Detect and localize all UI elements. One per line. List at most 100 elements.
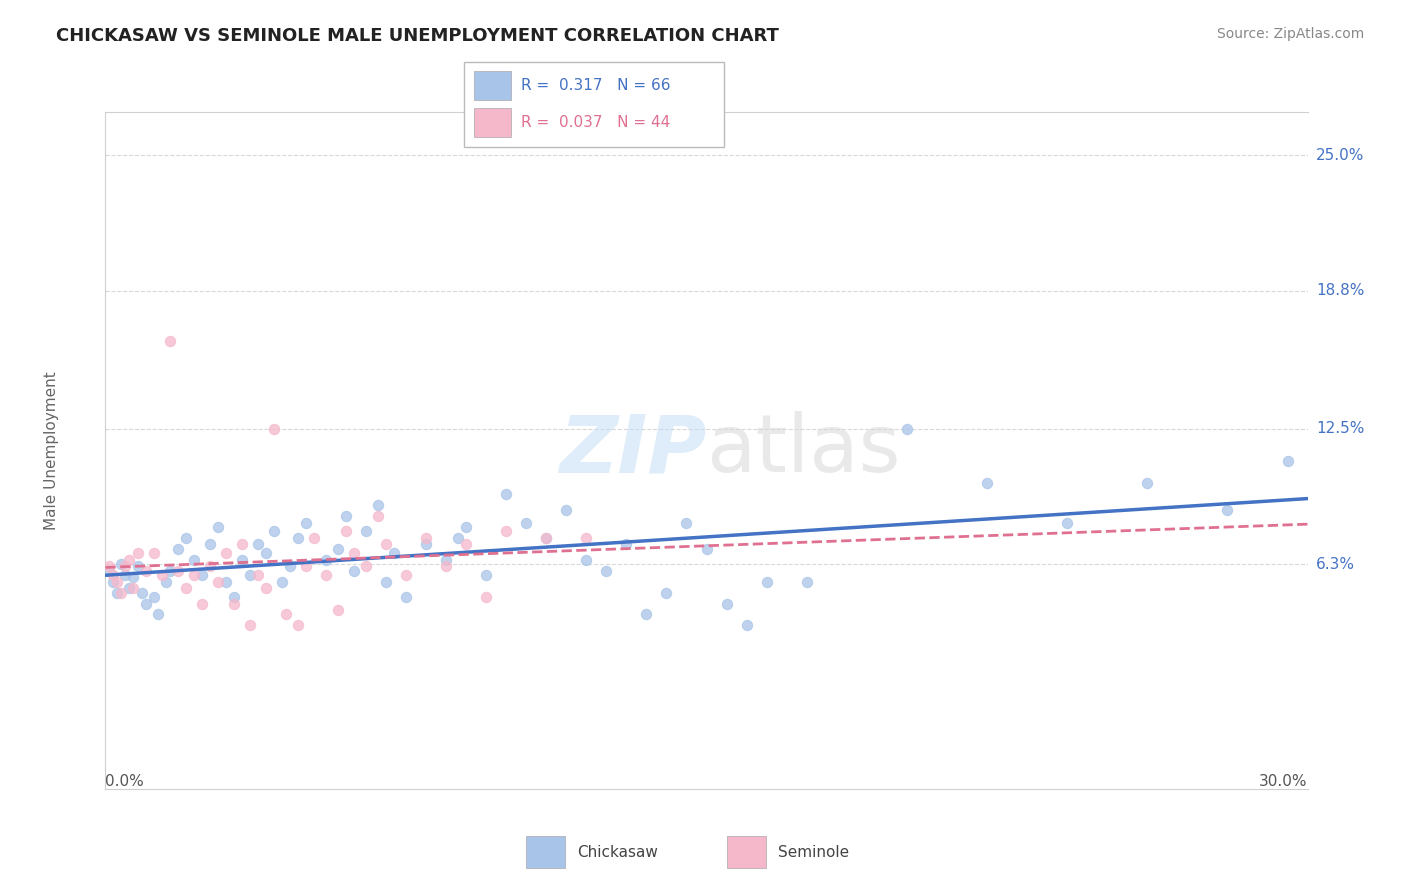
Point xyxy=(155,574,177,589)
Point xyxy=(716,597,738,611)
Point xyxy=(122,581,145,595)
Point xyxy=(183,568,205,582)
Point xyxy=(395,590,418,604)
Point xyxy=(326,541,349,556)
Point xyxy=(146,607,169,622)
Point xyxy=(534,531,557,545)
Point xyxy=(214,574,236,589)
Text: atlas: atlas xyxy=(707,411,901,490)
Point xyxy=(254,581,277,595)
Point xyxy=(287,618,309,632)
Point xyxy=(278,559,301,574)
Point xyxy=(595,564,617,578)
Point xyxy=(166,564,188,578)
Text: Seminole: Seminole xyxy=(778,845,849,860)
Point xyxy=(575,531,598,545)
FancyBboxPatch shape xyxy=(727,837,766,869)
Point xyxy=(142,590,165,604)
Point xyxy=(198,537,221,551)
FancyBboxPatch shape xyxy=(526,837,565,869)
Point xyxy=(190,597,212,611)
Point xyxy=(254,546,277,560)
Point xyxy=(118,581,141,595)
Text: 18.8%: 18.8% xyxy=(1316,284,1364,298)
Point xyxy=(976,476,998,491)
Point xyxy=(98,564,121,578)
Point xyxy=(415,531,437,545)
Point xyxy=(103,574,125,589)
Point xyxy=(114,568,136,582)
Point xyxy=(103,568,125,582)
Point xyxy=(114,559,136,574)
Point xyxy=(118,553,141,567)
Point xyxy=(555,502,578,516)
Point xyxy=(374,537,398,551)
Text: R =  0.317   N = 66: R = 0.317 N = 66 xyxy=(522,78,671,93)
Point xyxy=(239,618,262,632)
Point xyxy=(675,516,697,530)
Text: Source: ZipAtlas.com: Source: ZipAtlas.com xyxy=(1216,27,1364,41)
Point xyxy=(207,574,229,589)
Point xyxy=(274,607,297,622)
Text: 6.3%: 6.3% xyxy=(1316,557,1355,572)
Text: 12.5%: 12.5% xyxy=(1316,421,1364,436)
Point xyxy=(231,537,253,551)
Point xyxy=(127,546,149,560)
Text: 0.0%: 0.0% xyxy=(105,774,145,789)
Point xyxy=(198,559,221,574)
Point xyxy=(415,537,437,551)
Point xyxy=(755,574,778,589)
Point xyxy=(515,516,537,530)
Point xyxy=(107,585,129,599)
Point xyxy=(1216,502,1239,516)
Text: R =  0.037   N = 44: R = 0.037 N = 44 xyxy=(522,115,671,130)
Point xyxy=(110,585,132,599)
Point xyxy=(131,585,153,599)
Point xyxy=(107,574,129,589)
Point xyxy=(122,570,145,584)
Point xyxy=(159,564,181,578)
Point xyxy=(495,487,517,501)
Point xyxy=(246,568,269,582)
Point xyxy=(335,509,357,524)
Point xyxy=(287,531,309,545)
Point xyxy=(295,559,318,574)
Point xyxy=(263,421,285,435)
Point xyxy=(534,531,557,545)
Point xyxy=(222,597,245,611)
Point xyxy=(326,603,349,617)
Point xyxy=(616,537,638,551)
Point xyxy=(367,509,389,524)
Point xyxy=(796,574,818,589)
Point xyxy=(1056,516,1078,530)
Point xyxy=(214,546,236,560)
Point xyxy=(655,585,678,599)
Point xyxy=(127,559,149,574)
Point xyxy=(495,524,517,539)
Point xyxy=(735,618,758,632)
Point xyxy=(231,553,253,567)
Point xyxy=(174,581,197,595)
Point xyxy=(1277,454,1299,468)
Point xyxy=(315,568,337,582)
Point xyxy=(159,334,181,348)
Point xyxy=(302,531,325,545)
Point xyxy=(190,568,212,582)
Point xyxy=(135,564,157,578)
Point xyxy=(434,553,457,567)
Point xyxy=(896,421,918,435)
Point xyxy=(696,541,718,556)
FancyBboxPatch shape xyxy=(464,62,724,147)
Point xyxy=(367,498,389,512)
Point xyxy=(270,574,292,589)
Point xyxy=(395,568,418,582)
Point xyxy=(263,524,285,539)
Point xyxy=(454,537,477,551)
Point xyxy=(150,568,173,582)
Point xyxy=(1136,476,1159,491)
Point xyxy=(454,520,477,534)
Point xyxy=(239,568,262,582)
FancyBboxPatch shape xyxy=(474,108,510,137)
Point xyxy=(295,516,318,530)
Point xyxy=(110,557,132,571)
